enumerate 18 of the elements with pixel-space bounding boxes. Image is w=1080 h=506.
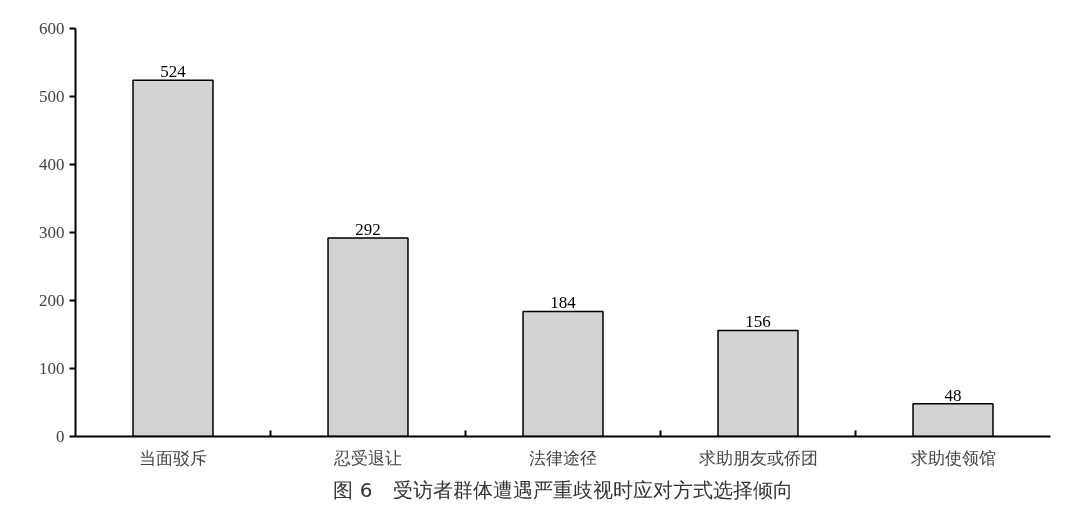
- y-tick-label: 400: [39, 155, 65, 174]
- data-label: 292: [355, 219, 381, 239]
- data-label: 184: [550, 293, 577, 313]
- x-tick-label: 求助使领馆: [910, 447, 996, 468]
- x-tick-label: 当面驳斥: [139, 447, 207, 468]
- y-tick-label: 600: [39, 19, 65, 38]
- data-label: 48: [944, 385, 962, 405]
- x-tick-label: 求助朋友或侨团: [698, 447, 818, 468]
- data-label: 524: [160, 62, 187, 82]
- y-tick-label: 200: [39, 291, 65, 310]
- x-tick-label: 法律途径: [529, 447, 597, 468]
- y-tick-label: 300: [39, 223, 65, 242]
- y-tick-label: 0: [56, 427, 65, 446]
- y-tick-label: 500: [39, 87, 65, 106]
- data-label: 156: [745, 312, 771, 332]
- x-tick-label: 忍受退让: [333, 447, 402, 468]
- y-tick-label: 100: [39, 359, 65, 378]
- text: 图 6 受访者群体遭遇严重歧视时应对方式选择倾向: [333, 477, 793, 502]
